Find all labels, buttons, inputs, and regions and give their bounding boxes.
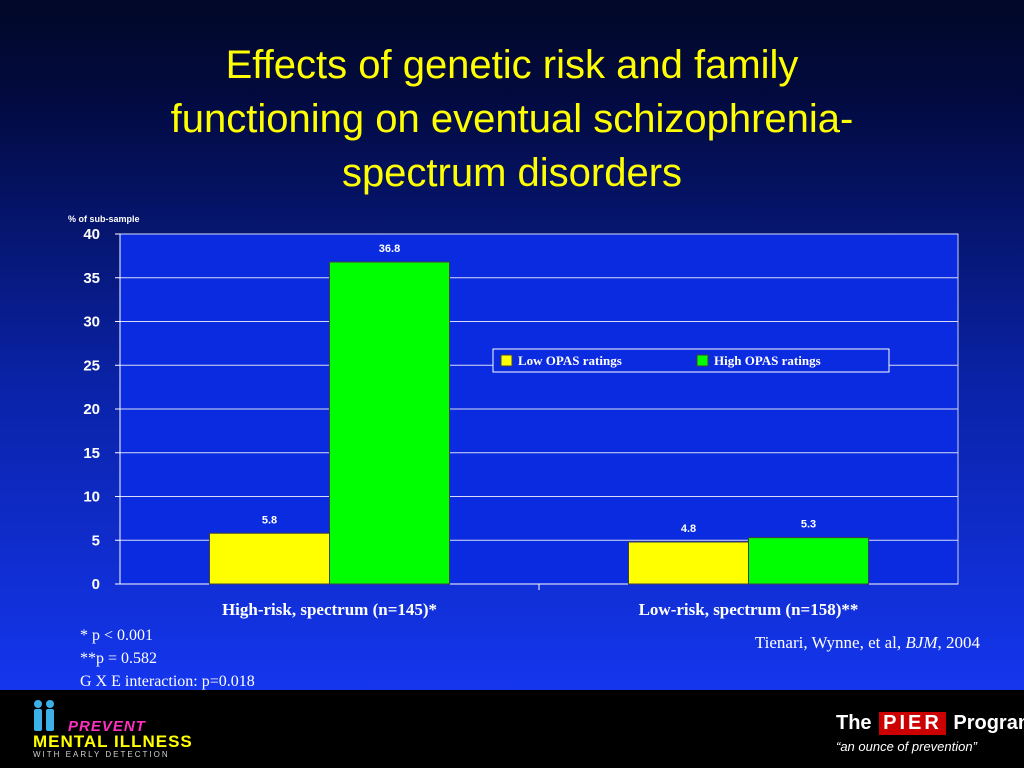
logo-mental-illness-text: MENTAL ILLNESS (33, 732, 193, 751)
citation-journal: BJM (905, 633, 938, 652)
bar-chart: 0 5 10 15 20 25 30 35 40 % of sub-sample 5.8 36.8 Hi… (68, 214, 959, 619)
title-line-1: Effects of genetic risk and family (225, 43, 799, 87)
footnote-2: **p = 0.582 (80, 650, 158, 667)
citation-year: , 2004 (937, 633, 981, 652)
pier-program-logo: The PIER Program (836, 712, 1024, 735)
y-axis-label: % of sub-sample (68, 214, 140, 224)
data-label: 36.8 (379, 243, 400, 255)
legend-box (492, 348, 890, 373)
data-label: 5.3 (801, 519, 816, 531)
x-category-label: Low-risk, spectrum (n=158)** (639, 600, 859, 619)
footnotes: * p < 0.001 **p = 0.582 G X E interactio… (80, 624, 255, 693)
y-tick-label: 20 (83, 401, 100, 418)
bar (329, 261, 450, 585)
legend-label: Low OPAS ratings (518, 353, 622, 368)
legend-swatch (696, 354, 709, 367)
bar (748, 537, 869, 585)
citation: Tienari, Wynne, et al, BJM, 2004 (755, 633, 980, 653)
citation-authors: Tienari, Wynne, et al, (754, 633, 906, 652)
pier-prefix: The (836, 712, 878, 734)
y-tick-label: 10 (83, 489, 100, 506)
people-icon (34, 700, 54, 731)
y-tick-label: 25 (83, 357, 100, 374)
y-tick-label: 15 (83, 445, 100, 462)
y-tick-label: 40 (83, 226, 100, 243)
footnote-1: * p < 0.001 (80, 627, 154, 644)
bar (628, 541, 749, 585)
pier-suffix: Program (953, 712, 1024, 734)
footnote-3: G X E interaction: p=0.018 (80, 673, 255, 690)
prevent-mental-illness-logo (34, 700, 54, 731)
logo-prevent-text: PREVENT (68, 718, 146, 735)
x-category-label: High-risk, spectrum (n=145)* (222, 600, 437, 619)
title-line-2: functioning on eventual schizophrenia- (170, 97, 854, 141)
data-label: 5.8 (262, 514, 277, 526)
y-tick-label: 30 (83, 314, 100, 331)
slide-title: Effects of genetic risk and family funct… (60, 38, 964, 200)
logo-early-detection-text: WITH EARLY DETECTION (33, 750, 170, 759)
bar (209, 532, 330, 585)
legend-label: High OPAS ratings (714, 353, 821, 368)
pier-box: PIER (879, 712, 946, 735)
slide-background: Effects of genetic risk and family funct… (0, 0, 1024, 690)
y-tick-label: 5 (92, 532, 100, 549)
y-tick-label: 35 (83, 270, 100, 287)
title-line-3: spectrum disorders (341, 151, 683, 195)
data-label: 4.8 (681, 523, 696, 535)
legend-swatch (500, 354, 513, 367)
y-tick-label: 0 (92, 576, 100, 593)
footer-bar (0, 690, 1024, 768)
pier-tagline: “an ounce of prevention” (836, 739, 977, 754)
